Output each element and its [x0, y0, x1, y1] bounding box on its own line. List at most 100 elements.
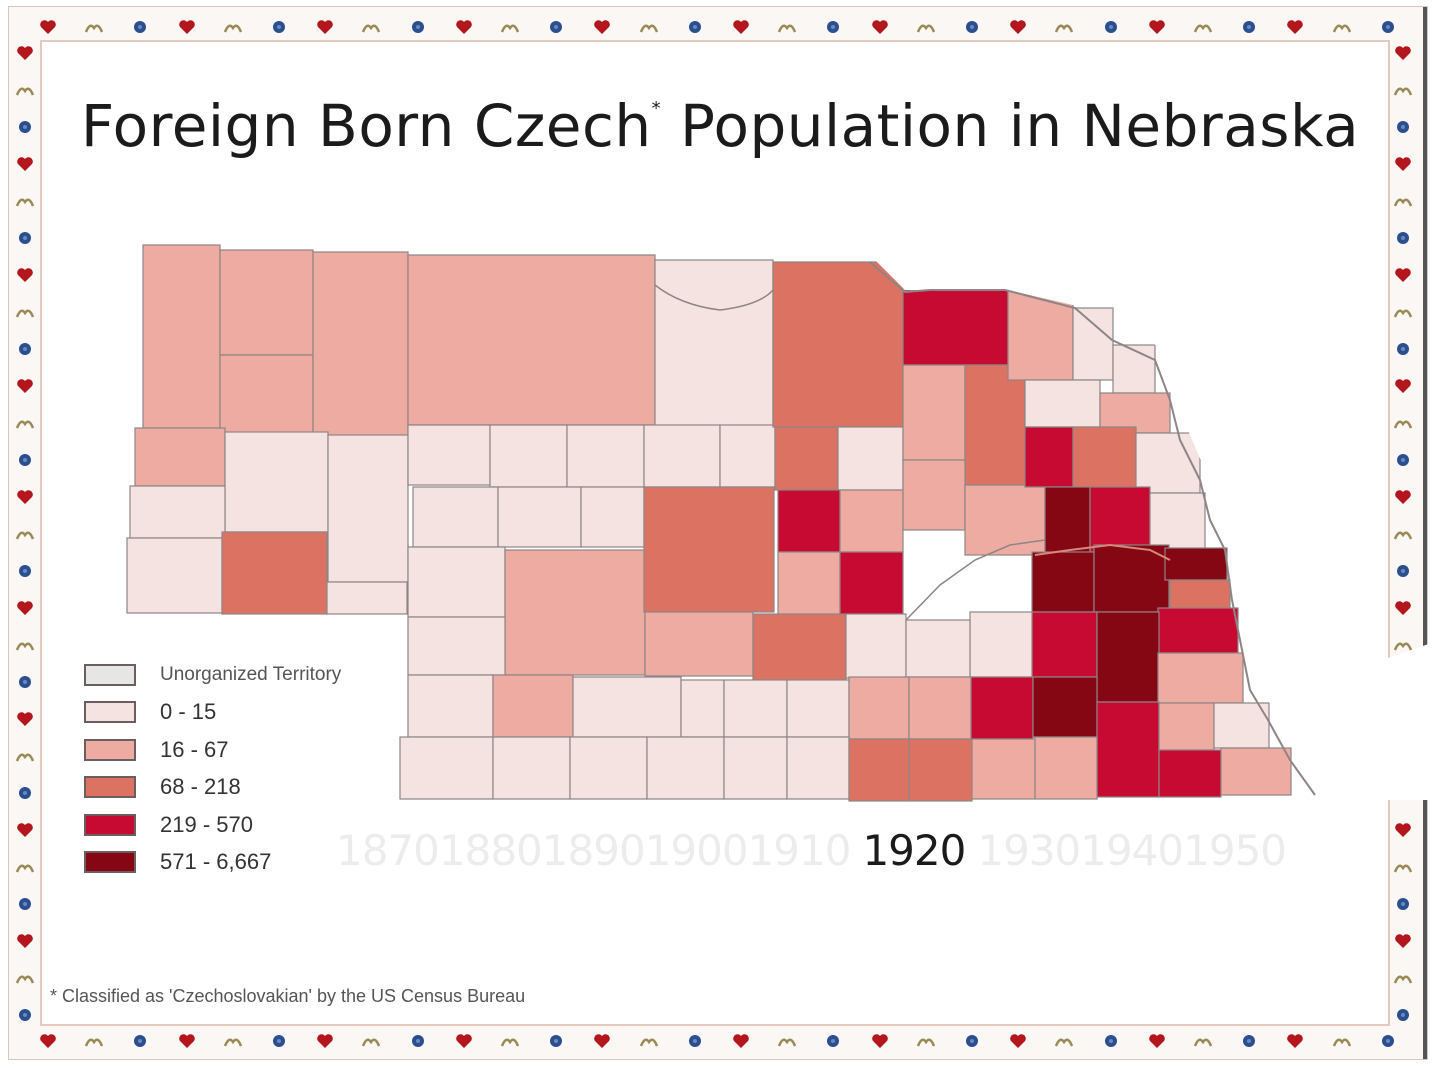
heart-icon	[15, 266, 35, 284]
river-curve-platte	[1034, 543, 1171, 561]
county	[1157, 652, 1244, 704]
year-1870[interactable]: 1870	[336, 826, 440, 875]
flower-icon	[1393, 451, 1413, 469]
bird-icon	[916, 18, 936, 36]
county	[772, 261, 904, 428]
county	[786, 736, 850, 800]
flower-icon	[1378, 18, 1398, 36]
county	[902, 364, 966, 461]
heart-icon	[15, 821, 35, 839]
county	[777, 551, 841, 615]
county	[221, 531, 328, 615]
county	[908, 738, 973, 802]
flower-icon	[1393, 895, 1413, 913]
bird-icon	[15, 969, 35, 987]
legend-label: 16 - 67	[160, 736, 229, 762]
county	[848, 738, 910, 802]
bird-icon	[1193, 18, 1213, 36]
county	[492, 736, 571, 800]
heart-icon	[15, 599, 35, 617]
county	[964, 364, 1026, 486]
flower-icon	[962, 1032, 982, 1050]
county	[848, 676, 910, 740]
heart-icon	[15, 44, 35, 62]
county	[497, 486, 582, 548]
bird-icon	[223, 1032, 243, 1050]
flower-icon	[1239, 18, 1259, 36]
legend-label: 0 - 15	[160, 699, 217, 725]
bird-icon	[84, 18, 104, 36]
flower-icon	[546, 18, 566, 36]
county	[142, 244, 221, 429]
legend-label: 571 - 6,667	[160, 849, 272, 875]
county	[566, 424, 645, 488]
legend-swatch	[84, 701, 136, 724]
county	[905, 619, 971, 678]
county	[902, 289, 1009, 366]
heart-icon	[1285, 1032, 1305, 1050]
heart-icon	[15, 377, 35, 395]
year-1890[interactable]: 1890	[541, 826, 646, 875]
legend-swatch	[84, 663, 136, 686]
county	[1157, 607, 1239, 654]
heart-icon	[315, 18, 335, 36]
county	[1158, 702, 1215, 751]
flower-icon	[1393, 118, 1413, 136]
year-1930[interactable]: 1930	[977, 826, 1081, 875]
heart-icon	[1285, 18, 1305, 36]
ornament-border-bottom	[38, 1028, 1398, 1054]
legend-label: 68 - 218	[160, 774, 241, 800]
bird-icon	[1393, 636, 1413, 654]
legend-swatch	[84, 738, 136, 761]
bird-icon	[777, 18, 797, 36]
heart-icon	[1393, 488, 1413, 506]
county	[752, 613, 847, 685]
county	[1112, 344, 1156, 394]
bird-icon	[916, 1032, 936, 1050]
river-curve	[905, 539, 1046, 621]
map-mask	[1268, 640, 1440, 800]
bird-icon	[777, 1032, 797, 1050]
ornament-border-top	[38, 14, 1398, 40]
county	[1072, 307, 1114, 381]
legend-item-16-67: 16 - 67	[84, 731, 341, 769]
bird-icon	[15, 636, 35, 654]
map-title: Foreign Born Czech* Population in Nebras…	[0, 92, 1440, 160]
county	[407, 546, 506, 618]
county	[970, 676, 1034, 740]
county	[1169, 579, 1231, 609]
year-1950[interactable]: 1950	[1183, 826, 1287, 875]
bird-icon	[361, 1032, 381, 1050]
county-layer	[126, 244, 1440, 802]
year-1920-selected[interactable]: 1920	[862, 826, 966, 875]
flower-icon	[269, 18, 289, 36]
county	[504, 549, 646, 676]
flower-icon	[15, 1006, 35, 1024]
county	[224, 431, 329, 533]
county	[407, 674, 494, 738]
county	[572, 676, 682, 738]
footnote: * Classified as 'Czechoslovakian' by the…	[50, 986, 526, 1006]
county	[902, 459, 966, 531]
county	[839, 489, 904, 553]
county	[489, 424, 568, 488]
county	[1096, 701, 1160, 798]
bird-icon	[1393, 303, 1413, 321]
bird-icon	[1054, 1032, 1074, 1050]
county	[219, 249, 314, 356]
year-1910[interactable]: 1910	[747, 826, 852, 875]
county	[219, 354, 314, 436]
heart-icon	[1008, 18, 1028, 36]
year-1880[interactable]: 1880	[438, 826, 543, 875]
flower-icon	[15, 784, 35, 802]
heart-icon	[1393, 44, 1413, 62]
heart-icon	[1393, 932, 1413, 950]
county	[723, 679, 788, 738]
year-1940[interactable]: 1940	[1080, 826, 1184, 875]
county	[969, 611, 1033, 678]
year-1900[interactable]: 1900	[644, 826, 749, 875]
flower-icon	[1393, 340, 1413, 358]
flower-icon	[1393, 229, 1413, 247]
bird-icon	[223, 18, 243, 36]
county	[837, 426, 904, 491]
